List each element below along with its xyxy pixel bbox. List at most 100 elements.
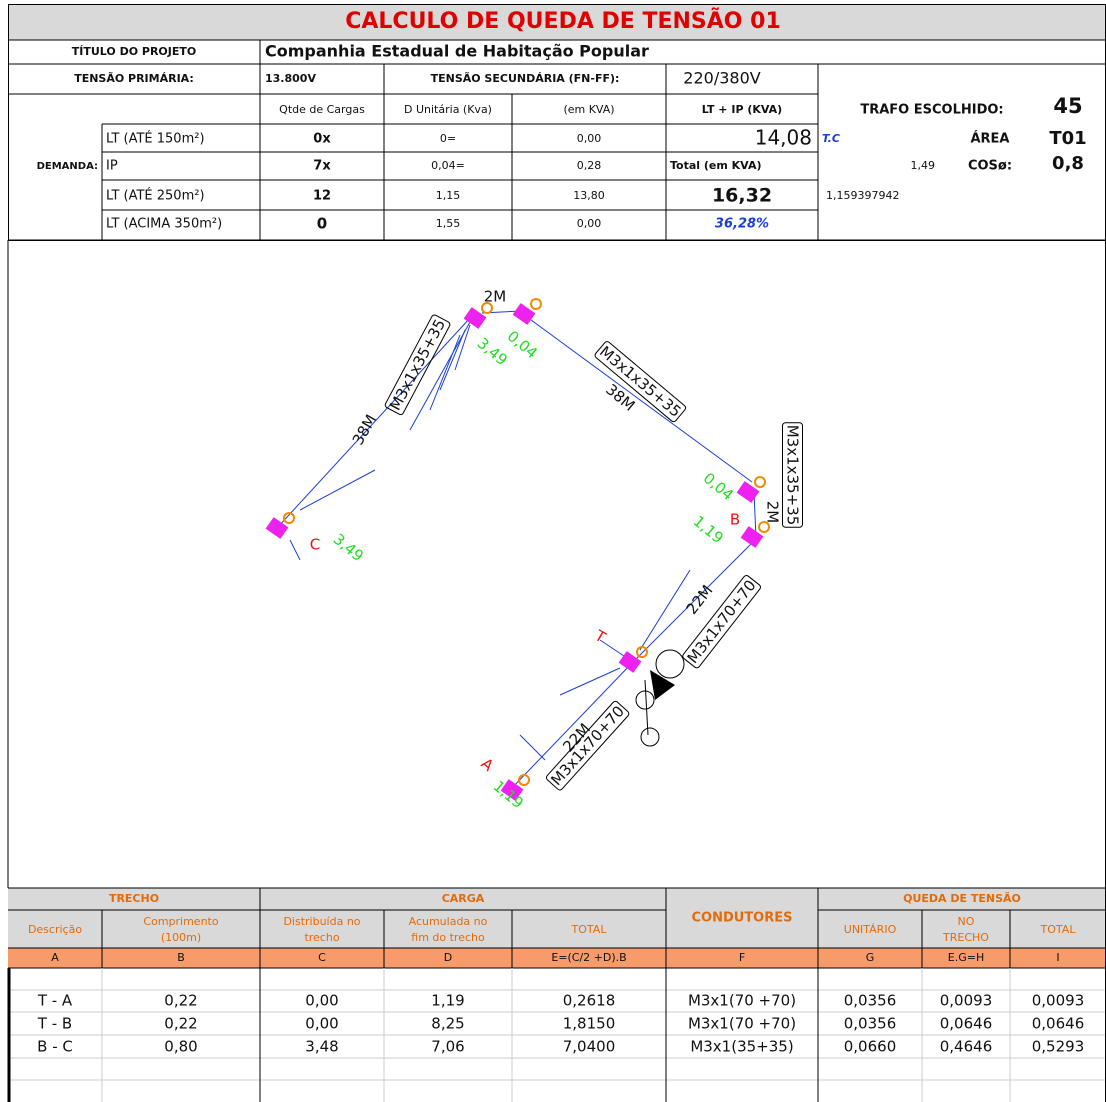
- cell-text: TÍTULO DO PROJETO: [72, 45, 197, 58]
- cell-text: 12: [313, 189, 331, 204]
- cell-text: UNITÁRIO: [844, 923, 897, 936]
- lamp: [754, 476, 766, 488]
- cell-text: TRECHO: [942, 931, 989, 944]
- cell-text: 0,0356: [844, 1015, 897, 1033]
- service-drop: [639, 569, 691, 651]
- cable: [526, 316, 753, 483]
- cell-text: NO: [958, 915, 975, 928]
- cell-text: 0,0660: [844, 1038, 897, 1056]
- cell-text: 1,8150: [563, 1015, 616, 1033]
- pole: [740, 526, 764, 548]
- service-drop: [429, 334, 461, 411]
- cell-text: M3x1x70+70: [547, 702, 628, 789]
- lamp: [481, 302, 493, 314]
- pole: [500, 779, 524, 801]
- cell-text: M3x1(35+35): [690, 1038, 793, 1056]
- cell-text: 1,19: [490, 777, 527, 812]
- cell-text: D: [444, 951, 452, 964]
- cell-text: DEMANDA:: [37, 161, 98, 172]
- ground-wire: [644, 679, 649, 736]
- cell-text: fim do trecho: [411, 931, 485, 944]
- cell-text: 16,32: [712, 185, 772, 207]
- cell-text: 0,0646: [1032, 1015, 1085, 1033]
- cell-text: 36,28%: [715, 217, 769, 232]
- lamp: [518, 774, 530, 786]
- cell-text: 0x: [313, 132, 331, 147]
- cell-text: 0,00: [305, 1015, 338, 1033]
- service-drop: [289, 539, 301, 561]
- cell-text: Descrição: [28, 923, 82, 936]
- cell-text: CARGA: [442, 892, 485, 905]
- cell-text: Total (em KVA): [670, 159, 762, 172]
- cell-text: (100m): [161, 931, 201, 944]
- cell-text: C: [318, 951, 326, 964]
- service-drop: [299, 469, 376, 511]
- cable-tag: [545, 700, 630, 791]
- cell-text: M3x1x35+35: [784, 425, 802, 526]
- cell-text: LT (ATÉ 250m²): [106, 188, 205, 204]
- cell-text: 0,22: [164, 1015, 197, 1033]
- cell-text: 0,2618: [563, 992, 616, 1010]
- cell-text: 45: [1053, 94, 1082, 118]
- cell-text: 0,04=: [431, 159, 465, 172]
- cell-text: 0,28: [577, 159, 602, 172]
- service-drop: [559, 667, 621, 696]
- cell-text: E.G=H: [948, 951, 984, 964]
- cell-text: 2M: [764, 501, 782, 524]
- cell-text: QUEDA DE TENSÃO: [903, 892, 1021, 905]
- cell-text: 38M: [349, 411, 381, 448]
- page-title: CALCULO DE QUEDA DE TENSÃO 01: [345, 8, 781, 34]
- cell-text: 13.800V: [265, 72, 316, 85]
- cell-text: B: [730, 511, 740, 529]
- cell-text: TRAFO ESCOLHIDO:: [860, 103, 1003, 118]
- cell-text: M3x1x35+35: [596, 342, 685, 420]
- cable: [753, 491, 757, 539]
- cell-text: 1,159397942: [826, 189, 899, 202]
- cell-text: Comprimento: [143, 915, 218, 928]
- cell-text: LT (ACIMA 350m²): [106, 217, 222, 232]
- cell-text: 0,22: [164, 992, 197, 1010]
- lamp: [636, 646, 648, 658]
- pole: [512, 303, 536, 325]
- cell-text: 0,0356: [844, 992, 897, 1010]
- pole: [265, 517, 289, 539]
- cell-text: C: [310, 536, 320, 554]
- cable: [276, 317, 471, 529]
- cell-text: 0,00: [305, 992, 338, 1010]
- cell-text: T - A: [37, 992, 73, 1010]
- cell-text: A: [478, 754, 498, 775]
- cell-text: Distribuída no: [283, 915, 360, 928]
- cell-text: CONDUTORES: [692, 911, 793, 926]
- lamp: [283, 512, 295, 524]
- cell-text: B - C: [37, 1038, 73, 1056]
- ground: [640, 727, 660, 747]
- cell-text: D Unitária (Kva): [404, 103, 492, 116]
- cable-tag: [594, 341, 687, 423]
- cell-text: A: [51, 951, 59, 964]
- cell-text: 0: [317, 215, 327, 233]
- cell-text: 1,19: [690, 512, 727, 547]
- cable-tag: [682, 575, 761, 669]
- cell-text: 1,15: [436, 189, 461, 202]
- cell-text: Qtde de Cargas: [279, 103, 365, 116]
- cell-text: 14,08: [755, 126, 812, 150]
- letters-bg: [8, 948, 1105, 968]
- cell-text: 0,5293: [1032, 1038, 1085, 1056]
- pole: [736, 481, 760, 503]
- cell-text: 3,49: [330, 530, 367, 565]
- cell-text: M3x1(70 +70): [688, 992, 796, 1010]
- trafo-arrow: [650, 670, 675, 700]
- cell-text: 1,55: [436, 217, 461, 230]
- pole: [618, 651, 642, 673]
- cell-text: Acumulada no: [409, 915, 488, 928]
- cell-text: TOTAL: [571, 923, 608, 936]
- cell-text: 1,49: [911, 159, 936, 172]
- cell-text: 0,8: [1052, 153, 1084, 174]
- cell-text: 1,19: [431, 992, 464, 1010]
- lamp: [758, 521, 770, 533]
- cell-text: trecho: [304, 931, 339, 944]
- cell-text: 0,0646: [940, 1015, 993, 1033]
- service-drop: [409, 321, 471, 431]
- service-drop: [454, 324, 471, 371]
- cell-text: 0,04: [700, 469, 737, 504]
